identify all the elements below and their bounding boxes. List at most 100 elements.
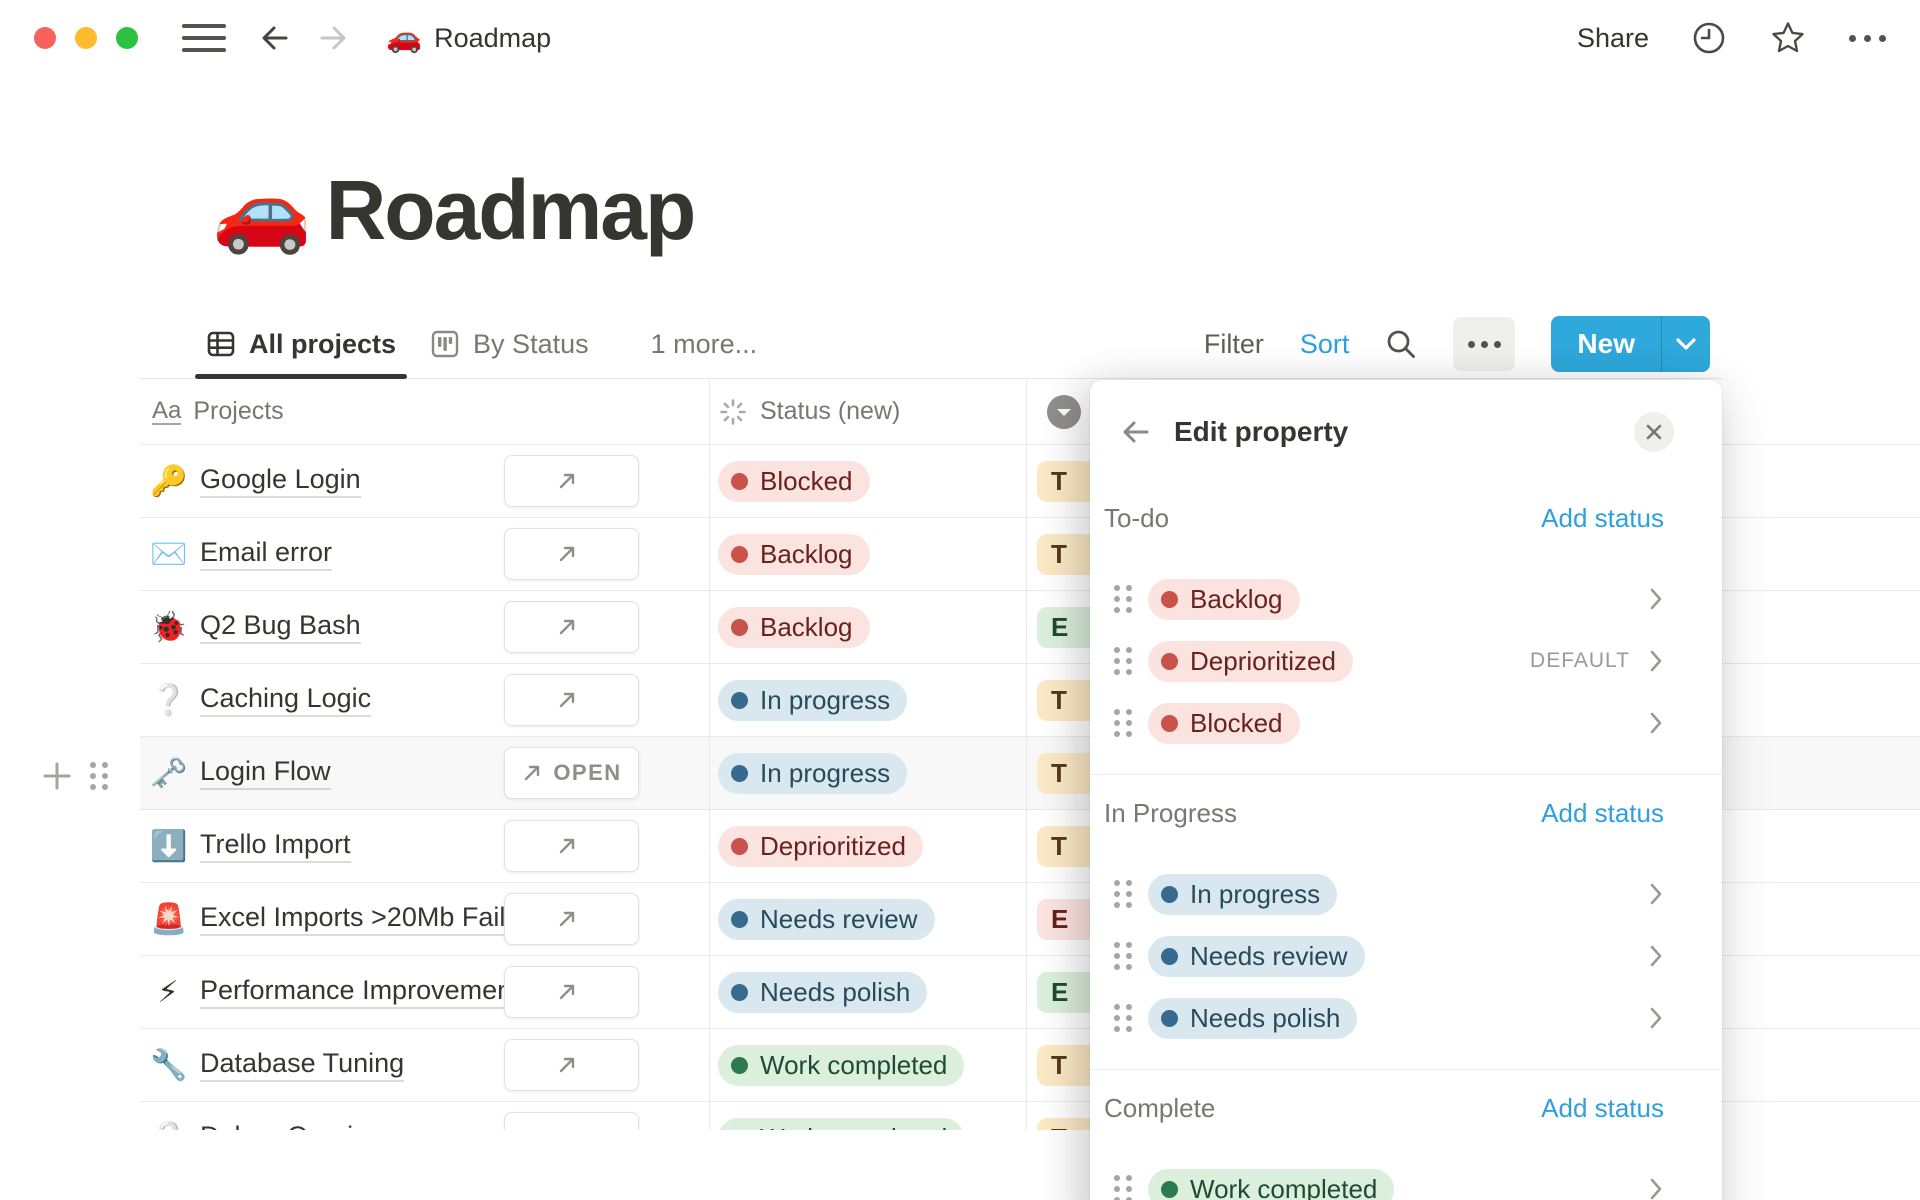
updates-clock-icon[interactable] [1691, 20, 1727, 56]
drag-handle-icon[interactable] [1114, 709, 1132, 737]
chevron-right-icon[interactable] [1648, 1005, 1664, 1031]
zoom-window-button[interactable] [116, 27, 138, 49]
page-link[interactable]: Login Flow [200, 756, 331, 790]
chevron-right-icon[interactable] [1648, 1176, 1664, 1200]
tab-all-projects[interactable]: All projects [194, 310, 408, 379]
view-options-icon[interactable] [1453, 317, 1516, 371]
breadcrumb[interactable]: 🚗 Roadmap [386, 21, 551, 55]
open-button[interactable] [504, 1112, 639, 1130]
open-button[interactable] [504, 601, 639, 653]
status-pill[interactable]: Deprioritized [1148, 640, 1353, 682]
status-pill[interactable]: Needs review [718, 898, 935, 940]
open-button[interactable] [504, 674, 639, 726]
open-button[interactable]: OPEN [504, 747, 639, 799]
status-cell[interactable]: Work completed [710, 1029, 1027, 1101]
status-cell[interactable]: Needs review [710, 883, 1027, 955]
status-option-row[interactable]: In progress [1090, 863, 1722, 925]
project-cell[interactable]: ❔ Debug Queries [140, 1102, 710, 1130]
status-pill[interactable]: Work completed [718, 1044, 965, 1086]
open-button[interactable] [504, 966, 639, 1018]
status-pill[interactable]: In progress [1148, 873, 1338, 915]
status-pill[interactable]: In progress [718, 679, 908, 721]
status-cell[interactable]: Backlog [710, 591, 1027, 663]
status-cell[interactable]: Backlog [710, 518, 1027, 590]
forward-icon[interactable] [314, 19, 352, 57]
status-pill[interactable]: Blocked [1148, 702, 1300, 744]
status-option-row[interactable]: Backlog [1090, 568, 1722, 630]
new-button[interactable]: New [1551, 316, 1710, 372]
page-icon[interactable]: 🚗 [212, 165, 312, 255]
column-header-projects[interactable]: Aa Projects [140, 379, 710, 444]
open-button[interactable] [504, 455, 639, 507]
page-link[interactable]: Trello Import [200, 829, 351, 863]
tab-by-status[interactable]: By Status [430, 310, 589, 378]
project-cell[interactable]: 🗝️ Login Flow OPEN [140, 737, 710, 809]
status-pill[interactable]: Blocked [718, 460, 870, 502]
page-link[interactable]: Excel Imports >20Mb Fail [200, 902, 506, 936]
page-link[interactable]: Google Login [200, 464, 361, 498]
chevron-right-icon[interactable] [1648, 881, 1664, 907]
page-link[interactable]: Debug Queries [200, 1121, 382, 1130]
status-pill[interactable]: Deprioritized [718, 825, 923, 867]
add-row-plus-icon[interactable] [40, 759, 74, 793]
chevron-right-icon[interactable] [1648, 586, 1664, 612]
drag-handle-icon[interactable] [1114, 647, 1132, 675]
status-pill[interactable]: Backlog [718, 533, 870, 575]
column-header-select[interactable] [1027, 379, 1920, 444]
page-link[interactable]: Performance Improvements [200, 975, 534, 1009]
status-option-row[interactable]: Blocked [1090, 692, 1722, 754]
sidebar-toggle-icon[interactable] [182, 24, 226, 52]
table-row[interactable]: ✉️ Email error Backlog T [140, 518, 1920, 591]
drag-handle-icon[interactable] [1114, 942, 1132, 970]
chevron-right-icon[interactable] [1648, 648, 1664, 674]
project-cell[interactable]: 🔑 Google Login [140, 445, 710, 517]
add-status-button[interactable]: Add status [1541, 1092, 1664, 1123]
project-cell[interactable]: 🔧 Database Tuning [140, 1029, 710, 1101]
status-cell[interactable]: Work completed [710, 1102, 1027, 1130]
project-cell[interactable]: ✉️ Email error [140, 518, 710, 590]
search-icon[interactable] [1385, 328, 1417, 360]
drag-handle-icon[interactable] [90, 762, 108, 790]
more-views-button[interactable]: 1 more... [650, 328, 758, 359]
page-link[interactable]: Database Tuning [200, 1048, 405, 1082]
status-cell[interactable]: In progress [710, 737, 1027, 809]
page-link[interactable]: Q2 Bug Bash [200, 610, 361, 644]
page-link[interactable]: Caching Logic [200, 683, 372, 717]
table-row[interactable]: 🔧 Database Tuning Work completed T [140, 1029, 1920, 1102]
new-dropdown-chevron-icon[interactable] [1662, 316, 1710, 372]
share-button[interactable]: Share [1576, 22, 1649, 53]
add-status-button[interactable]: Add status [1541, 797, 1664, 828]
project-cell[interactable]: 🚨 Excel Imports >20Mb Fail [140, 883, 710, 955]
open-button[interactable] [504, 528, 639, 580]
minimize-window-button[interactable] [75, 27, 97, 49]
drag-handle-icon[interactable] [1114, 1004, 1132, 1032]
sort-button[interactable]: Sort [1299, 328, 1350, 359]
status-cell[interactable]: Blocked [710, 445, 1027, 517]
page-title-text[interactable]: Roadmap [325, 163, 697, 257]
table-row[interactable]: 🔑 Google Login Blocked T [140, 445, 1920, 518]
project-cell[interactable]: 🐞 Q2 Bug Bash [140, 591, 710, 663]
open-button[interactable] [504, 1039, 639, 1091]
more-options-icon[interactable] [1849, 34, 1886, 42]
status-pill[interactable]: Work completed [1148, 1168, 1395, 1200]
drag-handle-icon[interactable] [1114, 880, 1132, 908]
status-option-row[interactable]: Deprioritized DEFAULT [1090, 630, 1722, 692]
project-cell[interactable]: ⬇️ Trello Import [140, 810, 710, 882]
back-icon[interactable] [256, 19, 294, 57]
table-row[interactable]: 🗝️ Login Flow OPEN In progress T [140, 737, 1920, 810]
status-pill[interactable]: Work completed [718, 1117, 965, 1130]
status-cell[interactable]: In progress [710, 664, 1027, 736]
status-cell[interactable]: Deprioritized [710, 810, 1027, 882]
table-row[interactable]: ⚡ Performance Improvements Needs polish … [140, 956, 1920, 1029]
table-row[interactable]: 🚨 Excel Imports >20Mb Fail Needs review … [140, 883, 1920, 956]
status-pill[interactable]: Needs review [1148, 935, 1365, 977]
back-icon[interactable] [1118, 414, 1154, 450]
table-row[interactable]: ❔ Debug Queries Work completed T [140, 1102, 1920, 1130]
table-row[interactable]: ❔ Caching Logic In progress T [140, 664, 1920, 737]
status-pill[interactable]: Backlog [1148, 578, 1300, 620]
page-link[interactable]: Email error [200, 537, 333, 571]
favorite-star-icon[interactable] [1769, 19, 1807, 57]
close-window-button[interactable] [34, 27, 56, 49]
status-pill[interactable]: Needs polish [1148, 997, 1358, 1039]
project-cell[interactable]: ⚡ Performance Improvements [140, 956, 710, 1028]
